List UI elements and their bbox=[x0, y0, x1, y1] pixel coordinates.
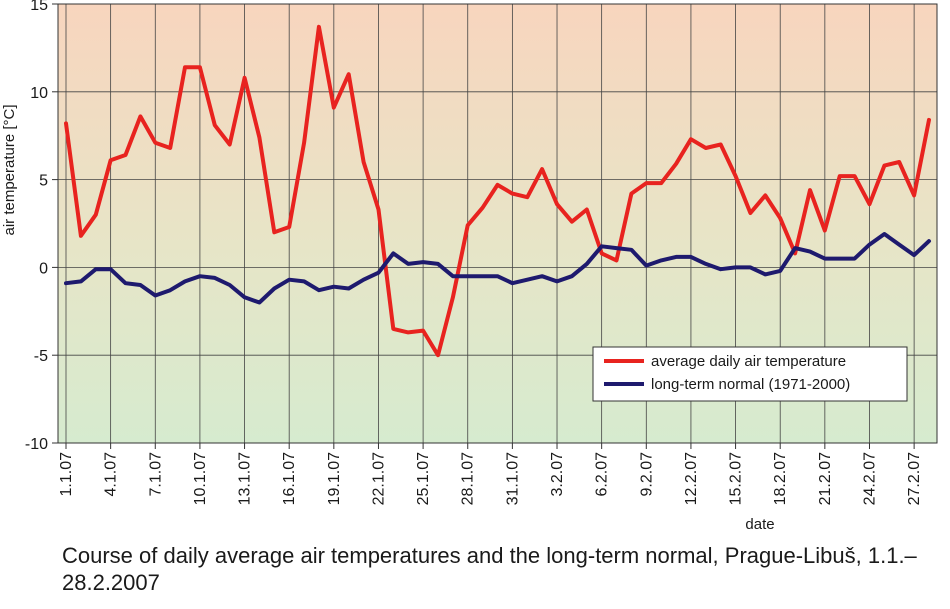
y-tick-label: -5 bbox=[34, 348, 48, 365]
y-tick-label: 5 bbox=[39, 173, 48, 190]
x-tick-label: 6.2.07 bbox=[594, 452, 611, 497]
y-tick-label: 0 bbox=[39, 260, 48, 277]
data-series bbox=[64, 24, 931, 358]
series-line-average-temperature bbox=[64, 24, 931, 358]
y-tick-label: 15 bbox=[30, 0, 48, 14]
chart-caption: Course of daily average air temperatures… bbox=[62, 543, 917, 595]
y-tick-label: 10 bbox=[30, 85, 48, 102]
x-tick-label: 3.2.07 bbox=[549, 452, 566, 497]
x-tick-label: 25.1.07 bbox=[415, 452, 432, 505]
x-tick-label: 18.2.07 bbox=[772, 452, 789, 505]
x-tick-label: 13.1.07 bbox=[237, 452, 254, 505]
x-axis-ticks: 1.1.07 4.1.07 7.1.07 10.1.07 13.1.07 16.1.07 1… bbox=[58, 443, 923, 505]
x-tick-label: 7.1.07 bbox=[147, 452, 164, 497]
x-tick-label: 12.2.07 bbox=[683, 452, 700, 505]
x-tick-label: 21.2.07 bbox=[817, 452, 834, 505]
x-tick-label: 24.2.07 bbox=[861, 452, 878, 505]
x-tick-label: 19.1.07 bbox=[326, 452, 343, 505]
y-axis-title: air temperature [°C] bbox=[1, 104, 18, 235]
x-axis-title: date bbox=[745, 516, 774, 533]
x-tick-label: 10.1.07 bbox=[192, 452, 209, 505]
x-tick-label: 22.1.07 bbox=[370, 452, 387, 505]
x-tick-label: 15.2.07 bbox=[728, 452, 745, 505]
x-tick-label: 16.1.07 bbox=[281, 452, 298, 505]
x-tick-label: 28.1.07 bbox=[460, 452, 477, 505]
legend-label-normal: long-term normal (1971-2000) bbox=[651, 376, 850, 393]
legend: average daily air temperature long-term … bbox=[592, 346, 908, 402]
series-line-long-term-normal bbox=[64, 232, 931, 305]
legend-box bbox=[592, 346, 908, 402]
y-axis-ticks: -10 -5 0 5 10 15 bbox=[25, 0, 58, 453]
x-tick-label: 4.1.07 bbox=[103, 452, 120, 497]
plot-frame bbox=[57, 3, 938, 444]
x-tick-label: 27.2.07 bbox=[906, 452, 923, 505]
x-tick-label: 1.1.07 bbox=[58, 452, 75, 497]
y-tick-label: -10 bbox=[25, 436, 48, 453]
temperature-chart: -10 -5 0 5 10 15 1.1.07 4.1.07 7.1.07 10.1.07 13.… bbox=[1, 0, 938, 533]
x-tick-label: 9.2.07 bbox=[638, 452, 655, 497]
legend-label-average: average daily air temperature bbox=[651, 353, 846, 370]
x-tick-label: 31.1.07 bbox=[504, 452, 521, 505]
